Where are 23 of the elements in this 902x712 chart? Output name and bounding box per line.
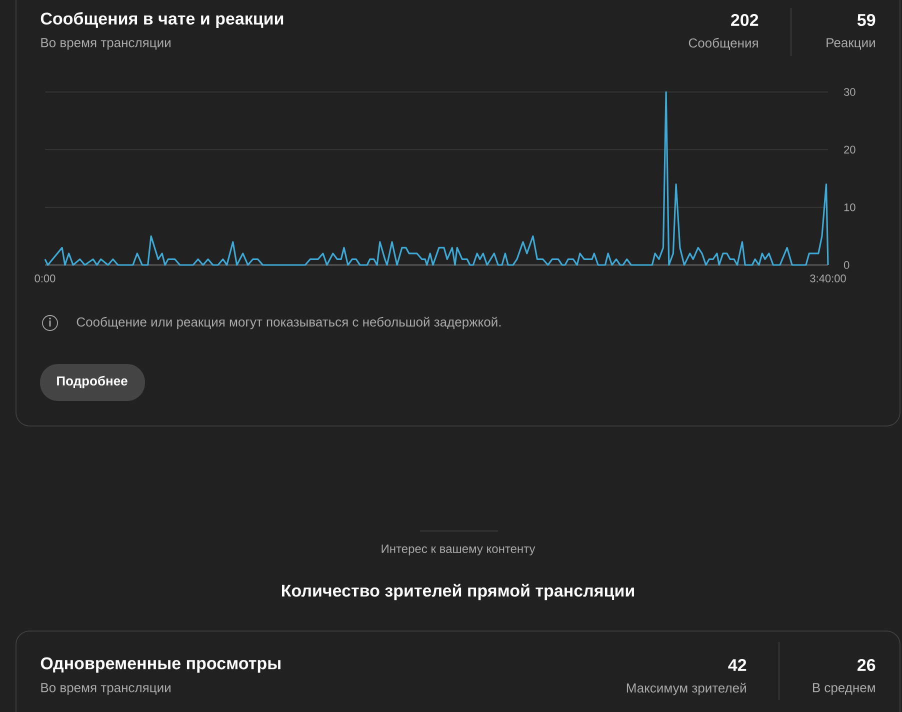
text: 26 xyxy=(857,658,876,672)
y-tick-label: 0 xyxy=(844,261,850,269)
text: Количество зрителей прямой трансляции xyxy=(282,584,634,600)
x-tick-label: 0:00 xyxy=(34,274,56,282)
text: Сообщения xyxy=(688,38,758,50)
text: В среднем xyxy=(812,683,875,695)
chart-title: Сообщения в чате и реакции xyxy=(40,12,284,28)
y-tick-label: 30 xyxy=(844,88,856,96)
text: Максимум зрителей xyxy=(626,682,746,696)
x-tick-label: 3:40:00 xyxy=(810,274,846,282)
y-tick-label: 10 xyxy=(844,203,856,212)
text: 42 xyxy=(728,659,746,671)
text: Во время трансляции xyxy=(41,683,170,695)
text: Реакции xyxy=(826,38,875,50)
chart-subtitle: Во время трансляции xyxy=(41,38,170,50)
text: Одновременные просмотры xyxy=(40,657,280,673)
text: Интерес к вашему контенту xyxy=(382,544,536,556)
text: 59 xyxy=(857,14,876,26)
text: Подробнее xyxy=(57,376,128,388)
text: 202 xyxy=(731,14,758,26)
text: Сообщение или реакция могут показываться с небольшой задержкой. xyxy=(76,316,501,330)
y-tick-label: 20 xyxy=(844,146,856,154)
line-series xyxy=(44,91,829,266)
